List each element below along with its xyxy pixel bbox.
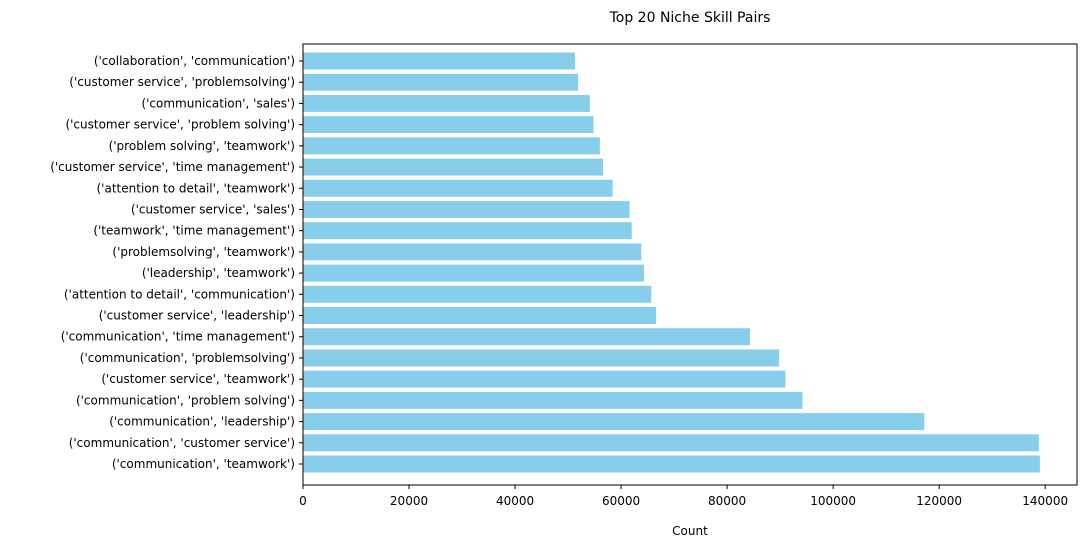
y-tick-label: ('collaboration', 'communication') [94,54,295,68]
y-tick-label: ('customer service', 'problemsolving') [69,75,295,89]
y-tick-label: ('communication', 'problemsolving') [80,351,295,365]
bar [303,116,594,134]
x-tick-label: 20000 [390,494,428,508]
bar [303,158,604,176]
y-tick-label: ('customer service', 'time management') [50,160,295,174]
chart-title: Top 20 Niche Skill Pairs [609,10,771,26]
bar [303,94,590,112]
y-tick-label: ('communication', 'leadership') [109,415,295,429]
bar [303,52,575,70]
bar [303,179,613,197]
y-tick-label: ('customer service', 'teamwork') [101,372,295,386]
bar [303,370,786,388]
bar [303,328,750,346]
bar [303,349,780,367]
x-tick-label: 140000 [1022,494,1068,508]
y-tick-label: ('communication', 'customer service') [69,436,295,450]
x-tick-label: 60000 [602,494,640,508]
bar [303,222,632,240]
y-tick-label: ('problem solving', 'teamwork') [109,139,295,153]
bar [303,455,1040,473]
bar [303,73,579,91]
bar [303,307,657,325]
x-tick-label: 120000 [916,494,962,508]
y-tick-label: ('attention to detail', 'communication') [64,287,295,301]
x-tick-label: 40000 [496,494,534,508]
y-tick-label: ('communication', 'teamwork') [112,457,295,471]
y-tick-label: ('customer service', 'problem solving') [65,118,295,132]
x-tick-label: 0 [299,494,307,508]
bar [303,434,1039,452]
x-axis-label: Count [672,524,708,538]
bar [303,413,925,431]
bar [303,285,652,303]
y-tick-label: ('communication', 'sales') [141,96,295,110]
y-tick-label: ('teamwork', 'time management') [93,224,295,238]
y-tick-label: ('leadership', 'teamwork') [142,266,295,280]
y-tick-label: ('communication', 'time management') [61,330,295,344]
bars-group [303,52,1040,473]
y-tick-label: ('communication', 'problem solving') [76,393,295,407]
x-ticks: 0 20000 40000 60000 80000 100000 120000 140000 [299,485,1068,508]
bar [303,137,600,155]
y-tick-labels: ('communication', 'teamwork') ('communica… [50,54,303,471]
bar [303,243,642,261]
y-tick-label: ('customer service', 'leadership') [99,309,295,323]
bar [303,264,644,282]
plot-frame [302,43,1078,486]
y-tick-label: ('attention to detail', 'teamwork') [97,181,296,195]
x-tick-label: 80000 [708,494,746,508]
bar [303,391,803,409]
bar [303,200,630,218]
y-tick-label: ('customer service', 'sales') [131,202,295,216]
y-tick-label: ('problemsolving', 'teamwork') [112,245,295,259]
x-tick-label: 100000 [810,494,856,508]
